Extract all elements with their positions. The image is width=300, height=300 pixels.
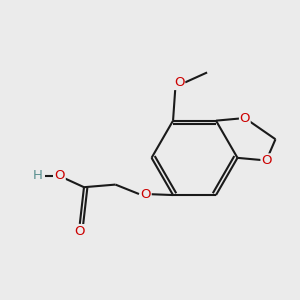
Text: O: O: [240, 112, 250, 124]
Text: H: H: [33, 169, 43, 182]
Text: O: O: [75, 225, 85, 238]
Text: O: O: [261, 154, 272, 167]
Text: O: O: [174, 76, 184, 89]
Text: O: O: [55, 169, 65, 182]
Text: O: O: [141, 188, 151, 200]
